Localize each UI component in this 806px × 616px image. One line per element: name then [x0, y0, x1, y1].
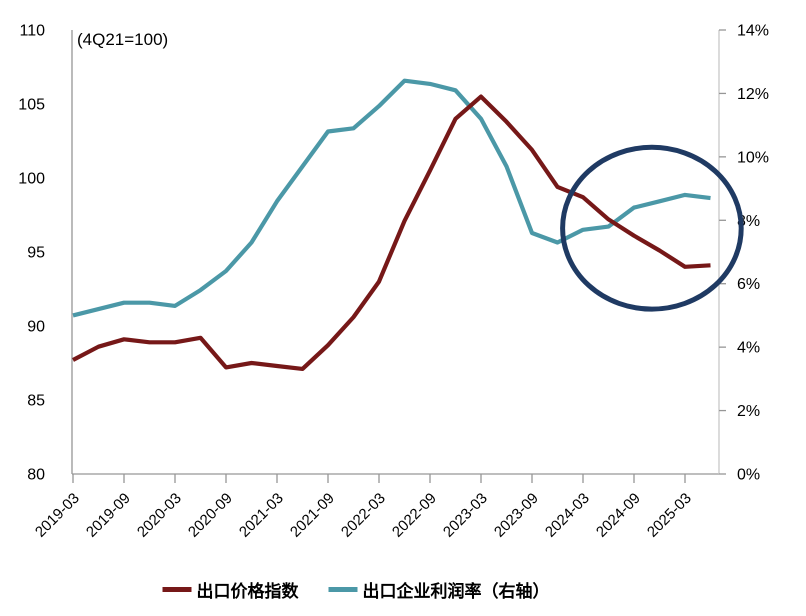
x-axis-tick-label: 2025-03: [644, 490, 695, 541]
left-axis-tick-label: 85: [27, 393, 45, 410]
export-price-index-line: [72, 94, 711, 371]
x-axis-tick-label: 2021-09: [287, 490, 338, 541]
right-axis-tick-label: 6%: [737, 276, 760, 293]
x-axis-tick-label: 2022-09: [389, 490, 440, 541]
x-axis-tick-label: 2020-09: [185, 490, 236, 541]
legend-label-export-profit-margin: 出口企业利润率（右轴）: [362, 582, 550, 601]
right-axis-tick-label: 2%: [737, 403, 760, 420]
legend-swatch-export-price-index: [162, 587, 192, 592]
right-axis-tick-label: 12%: [737, 86, 769, 103]
x-axis-tick-label: 2019-09: [83, 490, 134, 541]
left-axis-tick-label: 110: [19, 23, 45, 40]
left-axis-tick-label: 100: [18, 171, 45, 188]
right-axis-tick-label: 0%: [737, 467, 760, 484]
right-axis-tick-label: 14%: [737, 23, 769, 40]
export-profit-margin-line: [72, 78, 711, 318]
right-axis-tick-label: 4%: [737, 340, 760, 357]
left-axis-tick-label: 80: [27, 467, 45, 484]
legend-swatch-export-profit-margin: [328, 587, 358, 592]
x-axis-tick-label: 2019-03: [32, 490, 83, 541]
right-axis-tick-label: 10%: [737, 149, 769, 166]
x-axis-tick-label: 2024-09: [593, 490, 644, 541]
legend-item-export-price-index: 出口价格指数: [162, 577, 299, 602]
x-axis-tick-label: 2023-03: [440, 490, 491, 541]
highlight-ellipse-annotation: [560, 144, 744, 312]
x-axis-tick-label: 2021-03: [236, 490, 287, 541]
left-axis-tick-label: 95: [27, 245, 45, 262]
x-axis-tick-label: 2024-03: [542, 490, 593, 541]
x-axis-tick-label: 2020-03: [134, 490, 185, 541]
left-axis-tick-label: 105: [18, 97, 45, 114]
legend-label-export-price-index: 出口价格指数: [196, 582, 299, 601]
left-axis-unit-note: (4Q21=100): [77, 30, 168, 49]
x-axis-tick-label: 2022-03: [338, 490, 389, 541]
x-axis-tick-label: 2023-09: [491, 490, 542, 541]
legend-item-export-profit-margin: 出口企业利润率（右轴）: [328, 577, 550, 602]
chart-legend: 出口价格指数 出口企业利润率（右轴）: [162, 577, 550, 602]
left-axis-tick-label: 90: [27, 319, 45, 336]
